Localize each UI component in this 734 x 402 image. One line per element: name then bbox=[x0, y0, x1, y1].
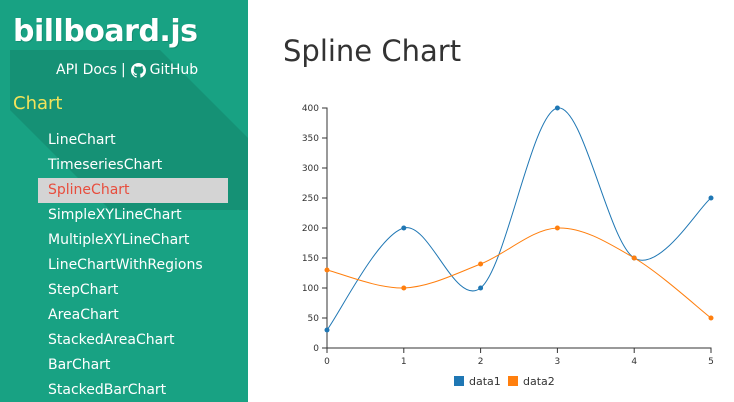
y-tick-label: 100 bbox=[302, 284, 319, 294]
logo[interactable]: billboard.js bbox=[13, 14, 198, 49]
sidebar-item-simplexylinechart[interactable]: SimpleXYLineChart bbox=[48, 207, 182, 223]
sidebar-item-stepchart[interactable]: StepChart bbox=[48, 282, 119, 298]
data-point-data1 bbox=[708, 195, 714, 201]
x-tick-label: 1 bbox=[401, 357, 407, 367]
legend-swatch-data2[interactable] bbox=[508, 376, 518, 386]
header-links: API Docs | GitHub bbox=[56, 62, 198, 78]
github-link[interactable]: GitHub bbox=[149, 62, 199, 78]
sidebar-item-areachart[interactable]: AreaChart bbox=[48, 307, 119, 323]
y-tick-label: 150 bbox=[302, 254, 319, 264]
section-title-chart[interactable]: Chart bbox=[13, 93, 63, 114]
sidebar-item-stackedareachart[interactable]: StackedAreaChart bbox=[48, 332, 175, 348]
sidebar-item-linechart[interactable]: LineChart bbox=[48, 132, 116, 148]
x-tick-label: 0 bbox=[324, 357, 330, 367]
data-point-data2 bbox=[401, 285, 407, 291]
data-point-data2 bbox=[478, 261, 484, 267]
x-tick-label: 5 bbox=[708, 357, 714, 367]
sidebar-menu: LineChart TimeseriesChart SplineChart Simpl… bbox=[38, 128, 228, 402]
series-line-data1 bbox=[326, 107, 712, 331]
x-tick-label: 2 bbox=[478, 357, 484, 367]
data-point-data1 bbox=[401, 225, 407, 231]
data-point-data2 bbox=[554, 225, 560, 231]
sidebar-item-splinechart[interactable]: SplineChart bbox=[38, 178, 228, 203]
legend-swatch-data1[interactable] bbox=[454, 376, 464, 386]
data-point-data1 bbox=[478, 285, 484, 291]
data-point-data1 bbox=[324, 327, 330, 333]
legend-label-data1[interactable]: data1 bbox=[469, 375, 501, 388]
x-axis bbox=[326, 347, 712, 353]
y-tick-label: 350 bbox=[302, 134, 319, 144]
sidebar-item-linechartwithregions[interactable]: LineChartWithRegions bbox=[48, 257, 203, 273]
data-point-data2 bbox=[708, 315, 714, 321]
data-point-data1 bbox=[554, 105, 560, 111]
spline-chart: 0 50 100 150 200 250 300 350 400 0 1 2 3 4 5 data1 data2 bbox=[302, 104, 714, 388]
y-tick-label: 50 bbox=[308, 314, 320, 324]
y-tick-label: 0 bbox=[313, 344, 319, 354]
y-tick-label: 300 bbox=[302, 164, 319, 174]
page-title: Spline Chart bbox=[283, 34, 462, 68]
sidebar-item-timeserieschart[interactable]: TimeseriesChart bbox=[48, 157, 163, 173]
series-line-data2 bbox=[326, 227, 712, 319]
y-tick-label: 200 bbox=[302, 224, 319, 234]
x-tick-label: 3 bbox=[555, 357, 561, 367]
github-icon[interactable] bbox=[130, 62, 146, 78]
y-tick-label: 400 bbox=[302, 104, 319, 114]
data-point-data2 bbox=[324, 267, 330, 273]
api-docs-link[interactable]: API Docs bbox=[56, 62, 117, 78]
sidebar-item-multiplexylinechart[interactable]: MultipleXYLineChart bbox=[48, 232, 190, 248]
sidebar-item-stackedbarchart[interactable]: StackedBarChart bbox=[48, 382, 167, 398]
legend-label-data2[interactable]: data2 bbox=[523, 375, 555, 388]
y-tick-label: 250 bbox=[302, 194, 319, 204]
sidebar-item-barchart[interactable]: BarChart bbox=[48, 357, 111, 373]
link-separator: | bbox=[120, 62, 126, 78]
x-tick-label: 4 bbox=[631, 357, 637, 367]
sidebar: billboard.js API Docs | GitHub Chart Lin… bbox=[0, 0, 248, 402]
data-point-data2 bbox=[631, 255, 637, 261]
